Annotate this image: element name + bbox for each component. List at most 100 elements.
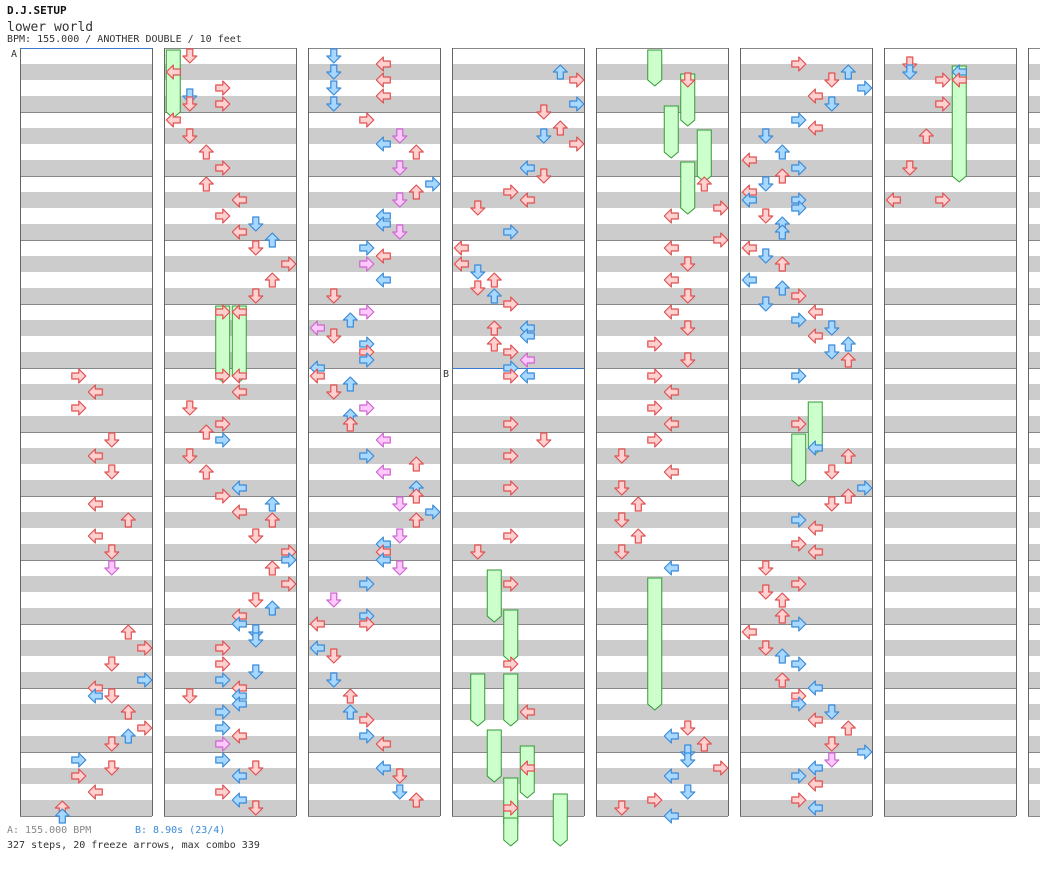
- step-arrow-right: [215, 640, 231, 656]
- song-title: lower world: [7, 20, 94, 35]
- step-arrow-down: [248, 240, 264, 256]
- step-arrow-left: [309, 640, 325, 656]
- step-arrow-down: [182, 400, 198, 416]
- freeze-arrow: [552, 793, 568, 847]
- step-arrow-up: [630, 496, 646, 512]
- step-arrow-up: [54, 808, 70, 824]
- freeze-arrow: [486, 729, 502, 783]
- step-arrow-down: [758, 176, 774, 192]
- step-arrow-right: [359, 448, 375, 464]
- step-arrow-up: [840, 352, 856, 368]
- step-arrow-left: [663, 464, 679, 480]
- step-arrow-down: [104, 432, 120, 448]
- step-arrow-up: [120, 704, 136, 720]
- step-arrow-up: [486, 320, 502, 336]
- step-arrow-right: [359, 576, 375, 592]
- step-arrow-right: [503, 528, 519, 544]
- step-arrow-right: [791, 288, 807, 304]
- step-arrow-left: [309, 616, 325, 632]
- step-arrow-up: [840, 448, 856, 464]
- step-arrow-down: [326, 288, 342, 304]
- step-arrow-right: [791, 368, 807, 384]
- step-arrow-left: [87, 448, 103, 464]
- step-arrow-left: [663, 272, 679, 288]
- step-arrow-left: [663, 416, 679, 432]
- step-arrow-left: [375, 552, 391, 568]
- step-arrow-right: [791, 512, 807, 528]
- step-arrow-left: [807, 544, 823, 560]
- step-arrow-right: [137, 672, 153, 688]
- step-arrow-left: [807, 520, 823, 536]
- step-arrow-up: [408, 512, 424, 528]
- step-arrow-left: [807, 800, 823, 816]
- step-arrow-down: [326, 328, 342, 344]
- step-arrow-right: [647, 336, 663, 352]
- step-arrow-down: [392, 784, 408, 800]
- step-arrow-right: [791, 200, 807, 216]
- step-arrow-right: [359, 256, 375, 272]
- step-arrow-down: [470, 200, 486, 216]
- step-arrow-left: [231, 192, 247, 208]
- step-arrow-down: [326, 384, 342, 400]
- step-arrow-left: [951, 72, 967, 88]
- step-arrow-down: [680, 320, 696, 336]
- step-arrow-down: [680, 72, 696, 88]
- step-arrow-up: [630, 528, 646, 544]
- step-arrow-left: [231, 792, 247, 808]
- step-arrow-left: [663, 560, 679, 576]
- chart-panel: [308, 48, 441, 817]
- step-arrow-right: [215, 368, 231, 384]
- step-arrow-right: [215, 704, 231, 720]
- step-arrow-down: [392, 768, 408, 784]
- chart-panel: [164, 48, 297, 817]
- freeze-arrow: [503, 673, 519, 727]
- step-arrow-right: [359, 712, 375, 728]
- step-arrow-down: [182, 48, 198, 64]
- step-arrow-left: [231, 504, 247, 520]
- freeze-arrow: [696, 129, 712, 183]
- step-arrow-left: [519, 192, 535, 208]
- step-arrow-right: [647, 368, 663, 384]
- step-arrow-down: [680, 752, 696, 768]
- step-arrow-right: [857, 744, 873, 760]
- step-arrow-right: [935, 96, 951, 112]
- step-arrow-right: [71, 368, 87, 384]
- step-arrow-down: [824, 320, 840, 336]
- step-arrow-up: [774, 224, 790, 240]
- step-arrow-right: [71, 400, 87, 416]
- step-arrow-up: [486, 272, 502, 288]
- step-arrow-down: [182, 96, 198, 112]
- step-arrow-left: [231, 368, 247, 384]
- step-arrow-left: [519, 368, 535, 384]
- step-arrow-left: [375, 248, 391, 264]
- step-arrow-right: [791, 696, 807, 712]
- step-arrow-left: [807, 776, 823, 792]
- step-arrow-down: [680, 256, 696, 272]
- step-arrow-right: [281, 576, 297, 592]
- step-arrow-down: [824, 736, 840, 752]
- step-arrow-right: [503, 416, 519, 432]
- svg-text:A: A: [11, 49, 17, 60]
- step-arrow-right: [503, 224, 519, 240]
- step-arrow-down: [326, 96, 342, 112]
- freeze-arrow: [951, 65, 967, 183]
- step-arrow-up: [696, 736, 712, 752]
- step-arrow-down: [248, 664, 264, 680]
- step-arrow-down: [104, 736, 120, 752]
- step-arrow-right: [425, 176, 441, 192]
- step-arrow-down: [326, 592, 342, 608]
- step-arrow-right: [857, 80, 873, 96]
- step-arrow-right: [791, 112, 807, 128]
- step-arrow-down: [392, 528, 408, 544]
- freeze-arrow: [503, 817, 519, 847]
- step-arrow-down: [248, 800, 264, 816]
- step-arrow-up: [840, 720, 856, 736]
- step-arrow-right: [359, 304, 375, 320]
- step-arrow-left: [807, 712, 823, 728]
- step-arrow-down: [758, 128, 774, 144]
- step-arrow-down: [902, 160, 918, 176]
- step-arrow-left: [375, 464, 391, 480]
- step-arrow-up: [774, 144, 790, 160]
- step-arrow-left: [663, 384, 679, 400]
